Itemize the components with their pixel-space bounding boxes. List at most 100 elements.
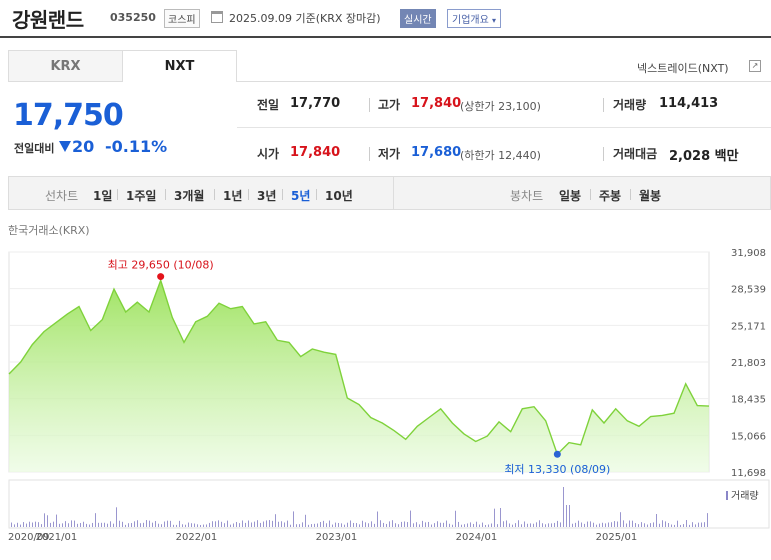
volume-bar	[239, 523, 240, 527]
price-chart[interactable]: 31,908 28,539 25,171 21,803 18,435 15,066 11,6…	[0, 240, 771, 478]
x-tick-label: 2020/09	[8, 532, 50, 543]
volume-value: 114,413	[659, 96, 719, 111]
period-1d[interactable]: 1일	[93, 189, 113, 203]
volume-bar	[698, 522, 699, 527]
volume-bar	[281, 521, 282, 527]
candle-daily[interactable]: 일봉	[559, 189, 582, 203]
volume-bar	[572, 523, 573, 527]
volume-bar	[56, 514, 57, 527]
y-tick-label: 18,435	[731, 395, 766, 406]
volume-bar	[623, 520, 624, 527]
period-10y[interactable]: 10년	[325, 189, 353, 203]
volume-bar	[578, 520, 579, 527]
volume-bar	[605, 523, 606, 527]
x-tick-label: 2021/01	[35, 532, 78, 543]
company-info-dropdown[interactable]: 기업개요 ▾	[447, 9, 502, 28]
volume-bar	[488, 524, 489, 527]
period-1w[interactable]: 1주일	[126, 189, 157, 203]
volume-bar	[503, 521, 504, 527]
volume-bar	[527, 523, 528, 527]
volume-bar	[188, 522, 189, 527]
min-point-marker	[553, 450, 561, 458]
upper-limit: (상한가 23,100)	[460, 100, 541, 113]
volume-bar	[389, 521, 390, 527]
tab-krx[interactable]: KRX	[8, 50, 123, 82]
volume-bar	[686, 520, 687, 527]
volume-bar	[662, 520, 663, 527]
x-tick-label: 2022/01	[175, 532, 218, 543]
volume-bar	[134, 521, 135, 527]
stock-header: 강원랜드 035250 코스피 2025.09.09 기준(KRX 장마감) 실…	[0, 0, 771, 38]
y-tick-label: 28,539	[731, 285, 766, 296]
tab-nxt[interactable]: NXT	[122, 50, 237, 82]
volume-bar	[437, 521, 438, 527]
volume-bar	[131, 523, 132, 527]
open-value: 17,840	[290, 145, 341, 160]
volume-bar	[695, 524, 696, 527]
stock-code: 035250	[110, 11, 156, 24]
volume-bar	[608, 522, 609, 527]
volume-bar	[302, 522, 303, 527]
volume-bar	[548, 523, 549, 527]
volume-bar	[641, 522, 642, 527]
volume-bar	[647, 524, 648, 527]
volume-bar	[440, 522, 441, 527]
volume-bar	[323, 520, 324, 527]
period-5y[interactable]: 5년	[291, 189, 311, 203]
volume-bar	[452, 524, 453, 527]
candle-weekly[interactable]: 주봉	[599, 189, 622, 203]
period-sep	[282, 189, 283, 200]
volume-bar	[602, 522, 603, 527]
y-tick-label: 15,066	[731, 431, 766, 442]
amount-value: 2,028 백만	[669, 149, 739, 164]
volume-bar	[44, 513, 45, 527]
volume-bar	[305, 514, 306, 527]
nxt-link[interactable]: 넥스트레이드(NXT)	[637, 62, 729, 75]
volume-bar	[692, 522, 693, 527]
volume-bar	[299, 524, 300, 527]
volume-bar	[659, 523, 660, 527]
period-3m[interactable]: 3개월	[174, 189, 205, 203]
volume-bar	[356, 523, 357, 527]
volume-bar	[446, 520, 447, 527]
volume-bar	[257, 520, 258, 527]
volume-bar	[329, 520, 330, 527]
volume-bar	[314, 523, 315, 527]
volume-bar	[533, 523, 534, 527]
volume-bar	[560, 522, 561, 527]
x-tick-label: 2024/01	[455, 532, 498, 543]
volume-bar	[224, 523, 225, 527]
period-1y[interactable]: 1년	[223, 189, 243, 203]
volume-bar	[506, 520, 507, 527]
volume-bar	[626, 523, 627, 527]
volume-bar	[50, 522, 51, 527]
volume-bar	[62, 523, 63, 527]
volume-bar	[191, 523, 192, 527]
volume-bar	[419, 524, 420, 527]
volume-bar	[482, 522, 483, 527]
volume-bar	[11, 522, 12, 527]
volume-bar	[341, 523, 342, 527]
candle-monthly[interactable]: 월봉	[639, 189, 662, 203]
volume-bar	[77, 523, 78, 527]
period-3y[interactable]: 3년	[257, 189, 277, 203]
external-link-icon[interactable]: ↗	[749, 60, 761, 72]
volume-bar	[410, 510, 411, 527]
volume-bar	[542, 523, 543, 527]
open-label: 시가	[257, 147, 280, 161]
volume-bar	[383, 522, 384, 527]
low-value: 17,680	[411, 145, 462, 160]
volume-bar	[518, 520, 519, 527]
realtime-button[interactable]: 실시간	[400, 9, 436, 28]
volume-bar	[125, 524, 126, 527]
volume-bar	[539, 520, 540, 527]
volume-bar	[296, 524, 297, 527]
volume-bar	[380, 520, 381, 527]
volume-bar	[86, 523, 87, 527]
volume-bar	[365, 522, 366, 527]
volume-bar	[326, 523, 327, 527]
volume-bar	[71, 520, 72, 527]
volume-bar	[155, 521, 156, 527]
volume-bar	[29, 521, 30, 527]
y-tick-label: 31,908	[731, 248, 766, 259]
